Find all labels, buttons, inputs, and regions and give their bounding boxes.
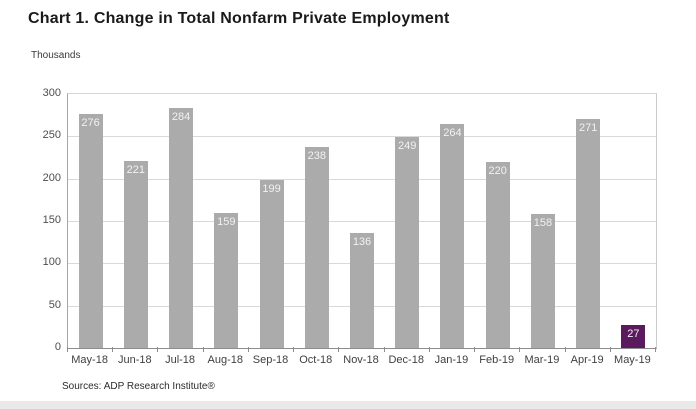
bar-Oct-18: 238 [304, 146, 329, 348]
bar-May-19: 27 [621, 325, 646, 348]
bar-value-label: 276 [81, 117, 100, 130]
x-axis-label-Jan-19: Jan-19 [434, 354, 469, 366]
x-axis-label-Jul-18: Jul-18 [165, 354, 196, 366]
x-axis-tick [428, 347, 430, 352]
bar-value-label: 220 [488, 164, 507, 177]
x-axis-tick [202, 347, 204, 352]
y-axis-tick-label: 100 [42, 256, 61, 269]
x-axis-tick [609, 347, 611, 352]
bar-Apr-19: 271 [576, 118, 601, 348]
source-note: Sources: ADP Research Institute® [62, 381, 215, 392]
x-axis-label-Jun-18: Jun-18 [118, 354, 152, 366]
x-axis-tick [564, 347, 566, 352]
bottom-strip [0, 401, 696, 409]
x-axis-tick [655, 347, 656, 352]
bar-value-label: 284 [171, 110, 191, 123]
x-axis-tick [67, 347, 68, 352]
bar-Feb-19: 220 [485, 161, 510, 348]
x-axis-label-Aug-18: Aug-18 [207, 354, 244, 366]
bar-Mar-19: 158 [530, 214, 555, 348]
y-axis-tick-label: 300 [42, 87, 61, 99]
x-axis-label-May-18: May-18 [71, 354, 108, 366]
x-axis-tick [157, 347, 159, 352]
x-axis-tick [383, 347, 385, 352]
chart-title: Chart 1. Change in Total Nonfarm Private… [28, 10, 450, 27]
x-axis-label-Nov-18: Nov-18 [343, 354, 379, 366]
bar-Dec-18: 249 [395, 137, 420, 348]
bar-Aug-18: 159 [214, 213, 239, 348]
y-axis-tick-label: 50 [48, 298, 61, 311]
x-axis-label-Apr-19: Apr-19 [570, 354, 604, 366]
bar-value-label: 136 [352, 235, 372, 248]
bar-value-label: 221 [126, 163, 146, 176]
plot-area: 276 221 284 159 199 238 136 249 264 220 158 271 27 [67, 93, 657, 349]
x-axis-tick [247, 347, 249, 352]
y-axis-tick-label: 150 [42, 214, 61, 226]
bar-value-label: 158 [533, 217, 553, 230]
bar-Jan-19: 264 [440, 124, 465, 348]
bar-Sep-18: 199 [259, 179, 284, 348]
y-axis-tick-label: 250 [42, 129, 61, 142]
bar-value-label: 271 [578, 121, 598, 134]
x-axis-label-Dec-18: Dec-18 [388, 354, 424, 366]
x-axis-tick [293, 347, 295, 352]
bar-value-label: 159 [217, 216, 236, 229]
gridline [68, 221, 656, 222]
x-axis-label-Sep-18: Sep-18 [252, 354, 289, 366]
bar-Jul-18: 284 [169, 107, 194, 348]
bar-Nov-18: 136 [350, 232, 374, 348]
gridline [68, 178, 656, 180]
x-axis-label-Oct-18: Oct-18 [299, 354, 333, 366]
x-axis-tick [338, 347, 340, 352]
x-axis-tick [519, 347, 521, 352]
bar-Jun-18: 221 [123, 160, 148, 348]
units-label: Thousands [31, 50, 81, 61]
bar-value-label: 249 [398, 140, 417, 153]
bar-value-label: 264 [443, 127, 462, 140]
bar-May-18: 276 [78, 114, 103, 348]
bar-value-label: 27 [627, 328, 640, 341]
y-axis-tick-label: 0 [54, 341, 61, 353]
x-axis-tick [474, 347, 476, 352]
x-axis-label-May-19: May-19 [614, 354, 651, 366]
bar-value-label: 238 [307, 149, 326, 162]
x-axis-label-Mar-19: Mar-19 [524, 354, 560, 366]
gridline [68, 136, 656, 138]
x-axis-label-Feb-19: Feb-19 [479, 354, 515, 366]
x-axis-tick [112, 347, 114, 352]
bar-value-label: 199 [262, 182, 281, 195]
y-axis-tick-label: 200 [42, 171, 61, 184]
